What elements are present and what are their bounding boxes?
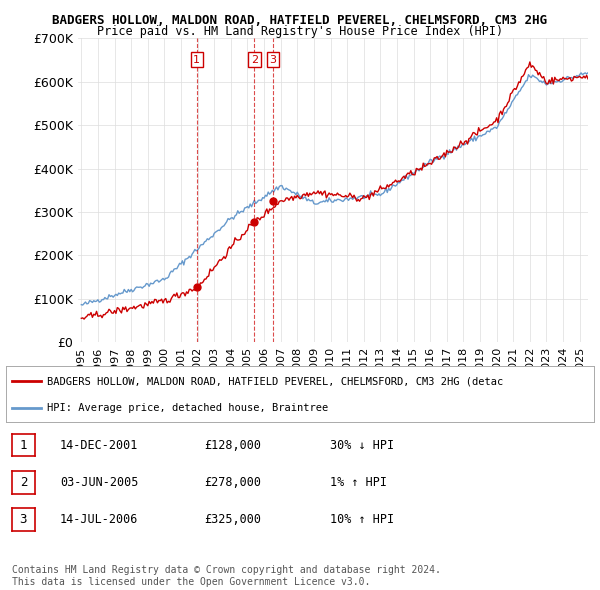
Text: HPI: Average price, detached house, Braintree: HPI: Average price, detached house, Brai… [47, 403, 328, 413]
Text: 1% ↑ HPI: 1% ↑ HPI [330, 476, 387, 489]
Text: £278,000: £278,000 [204, 476, 261, 489]
Text: Price paid vs. HM Land Registry's House Price Index (HPI): Price paid vs. HM Land Registry's House … [97, 25, 503, 38]
Text: 3: 3 [20, 513, 27, 526]
Text: 30% ↓ HPI: 30% ↓ HPI [330, 438, 394, 452]
Text: 2: 2 [251, 55, 258, 65]
Text: BADGERS HOLLOW, MALDON ROAD, HATFIELD PEVEREL, CHELMSFORD, CM3 2HG: BADGERS HOLLOW, MALDON ROAD, HATFIELD PE… [53, 14, 548, 27]
Text: 14-JUL-2006: 14-JUL-2006 [60, 513, 139, 526]
Text: 10% ↑ HPI: 10% ↑ HPI [330, 513, 394, 526]
Text: 14-DEC-2001: 14-DEC-2001 [60, 438, 139, 452]
Text: BADGERS HOLLOW, MALDON ROAD, HATFIELD PEVEREL, CHELMSFORD, CM3 2HG (detac: BADGERS HOLLOW, MALDON ROAD, HATFIELD PE… [47, 376, 503, 386]
Text: 2: 2 [20, 476, 27, 489]
Text: 1: 1 [20, 438, 27, 452]
Text: Contains HM Land Registry data © Crown copyright and database right 2024.
This d: Contains HM Land Registry data © Crown c… [12, 565, 441, 587]
Text: £128,000: £128,000 [204, 438, 261, 452]
Text: 3: 3 [269, 55, 277, 65]
Text: 03-JUN-2005: 03-JUN-2005 [60, 476, 139, 489]
Text: £325,000: £325,000 [204, 513, 261, 526]
Text: 1: 1 [193, 55, 200, 65]
